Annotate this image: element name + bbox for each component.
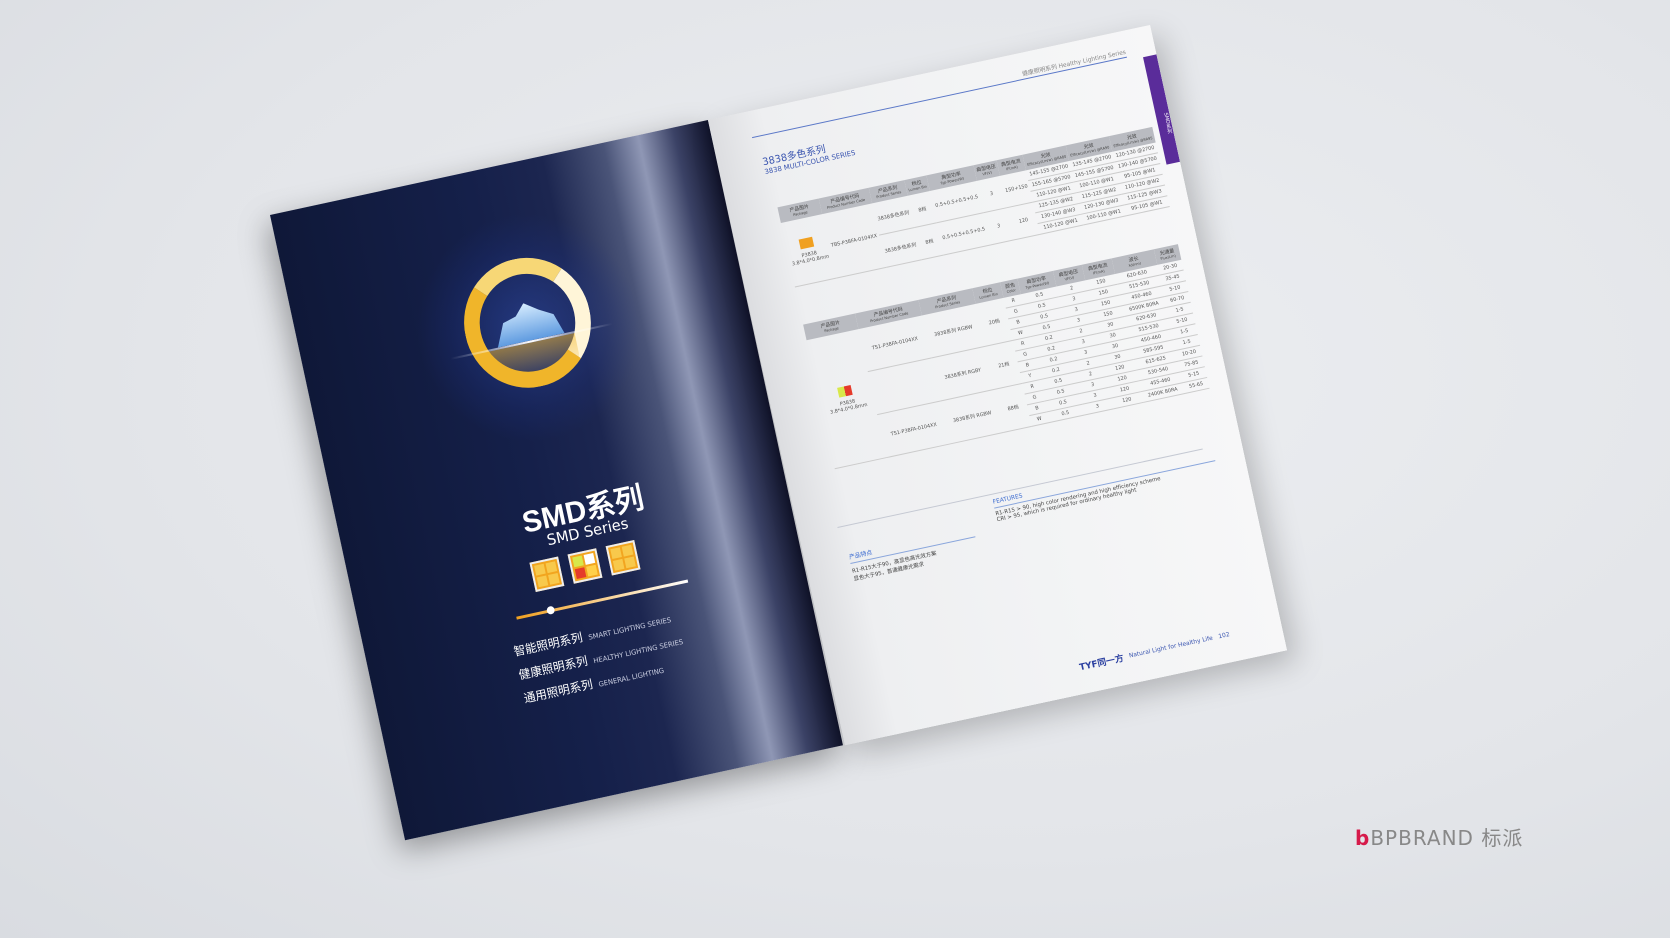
page-footer: TYF同一方 Natural Light for Healthy Life 10… [1078,628,1231,673]
led-package-icon [837,384,853,398]
header-rule [752,56,1128,139]
features-en: FEATURES R1-R15 > 90, high color renderi… [992,451,1218,523]
spec-cell: W [1029,412,1050,427]
led-chip-icon [567,548,603,584]
slider-knob [546,605,556,615]
running-header: 健康照明系列 Healthy Lighting Series [1021,48,1127,78]
page-number: 102 [1217,631,1231,641]
brand-watermark: bBPBRAND 标派 [1355,826,1524,850]
led-chip-icon [529,556,565,593]
features-cn: 产品特点 R1-R15大于90，高显色高光效方案 显色大于95，普通健康光需求 [847,525,980,583]
spec-table-2: 产品图片 Package 产品编号代码 Product Number Code 产品系列… [803,244,1210,470]
series-list: 智能照明系列SMART LIGHTING SERIES 健康照明系列HEALTH… [512,608,691,714]
section-title: 3838多色系列 3838 MULTI-COLOR SERIES [761,144,857,177]
led-chip-icon [605,539,641,576]
slogan: Natural Light for Healthy Life [1128,634,1214,660]
company-logo: TYF同一方 [1078,653,1125,674]
led-package-icon [798,236,815,250]
